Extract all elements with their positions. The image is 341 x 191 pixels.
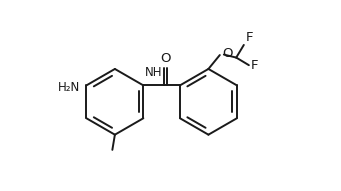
Text: F: F (245, 31, 253, 44)
Text: O: O (161, 52, 171, 65)
Text: O: O (222, 47, 232, 60)
Text: H₂N: H₂N (58, 81, 80, 94)
Text: F: F (250, 59, 258, 72)
Text: NH: NH (145, 66, 163, 79)
